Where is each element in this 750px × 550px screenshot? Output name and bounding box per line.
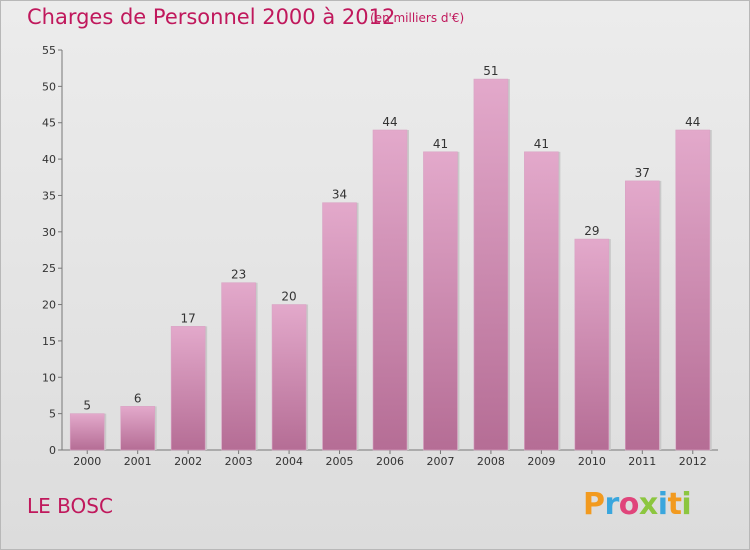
x-tick-label: 2010 (578, 455, 606, 468)
bar-2012 (675, 129, 711, 451)
value-label: 17 (181, 311, 196, 325)
x-tick-label: 2003 (225, 455, 253, 468)
chart-bars (69, 78, 712, 451)
bar-2002 (170, 326, 206, 451)
value-label: 5 (83, 399, 91, 413)
value-label: 6 (134, 391, 142, 405)
value-label: 51 (483, 64, 498, 78)
logo-letter: P (583, 487, 605, 522)
value-label: 23 (231, 268, 246, 282)
bar-2010 (574, 238, 610, 451)
logo-letter: t (667, 487, 682, 522)
logo-letter: i (657, 487, 668, 522)
proxiti-logo: Proxiti (583, 487, 692, 522)
x-tick-label: 2002 (174, 455, 202, 468)
value-label: 44 (685, 115, 700, 129)
y-tick-label: 45 (42, 117, 56, 130)
x-tick-label: 2012 (679, 455, 707, 468)
x-tick-label: 2000 (73, 455, 101, 468)
bar-2004 (271, 304, 307, 451)
y-tick-label: 15 (42, 335, 56, 348)
bar-2008 (473, 78, 509, 451)
x-tick-label: 2006 (376, 455, 404, 468)
bar-2011 (625, 180, 660, 451)
y-tick-label: 5 (49, 408, 56, 421)
x-tick-label: 2005 (326, 455, 354, 468)
x-tick-label: 2009 (527, 455, 555, 468)
bar-2005 (322, 202, 357, 451)
y-tick-label: 20 (42, 299, 56, 312)
value-label: 44 (382, 115, 397, 129)
bar-2009 (524, 151, 559, 451)
value-label: 41 (534, 137, 549, 151)
logo-letter: x (638, 487, 658, 522)
y-tick-label: 50 (42, 80, 56, 93)
chart-title: Charges de Personnel 2000 à 2012 (27, 5, 396, 29)
x-tick-label: 2004 (275, 455, 303, 468)
value-label: 20 (281, 290, 296, 304)
x-tick-label: 2001 (124, 455, 152, 468)
y-tick-label: 35 (42, 189, 56, 202)
y-tick-label: 30 (42, 226, 56, 239)
y-tick-label: 55 (42, 44, 56, 57)
logo-letter: r (604, 487, 620, 522)
bar-2007 (423, 151, 458, 451)
chart-subtitle: (en milliers d'€) (370, 11, 465, 25)
value-label: 29 (584, 224, 599, 238)
logo-letter: i (681, 487, 692, 522)
value-label: 34 (332, 188, 347, 202)
y-tick-label: 40 (42, 153, 56, 166)
y-tick-label: 25 (42, 262, 56, 275)
y-tick-label: 0 (49, 444, 56, 457)
x-tick-label: 2011 (628, 455, 656, 468)
logo-letter: o (618, 487, 640, 522)
value-label: 41 (433, 137, 448, 151)
bar-2003 (221, 282, 256, 451)
bar-2000 (69, 413, 105, 451)
chart-labels: 2000 5 2001 6 2002 17 2003 23 2004 20 2005 34 2006 44… (73, 64, 707, 468)
x-tick-label: 2007 (426, 455, 454, 468)
y-tick-label: 10 (42, 371, 56, 384)
bar-2001 (120, 406, 155, 451)
x-tick-label: 2008 (477, 455, 505, 468)
commune-name: LE BOSC (27, 494, 113, 518)
bar-2006 (372, 129, 408, 451)
value-label: 37 (635, 166, 650, 180)
